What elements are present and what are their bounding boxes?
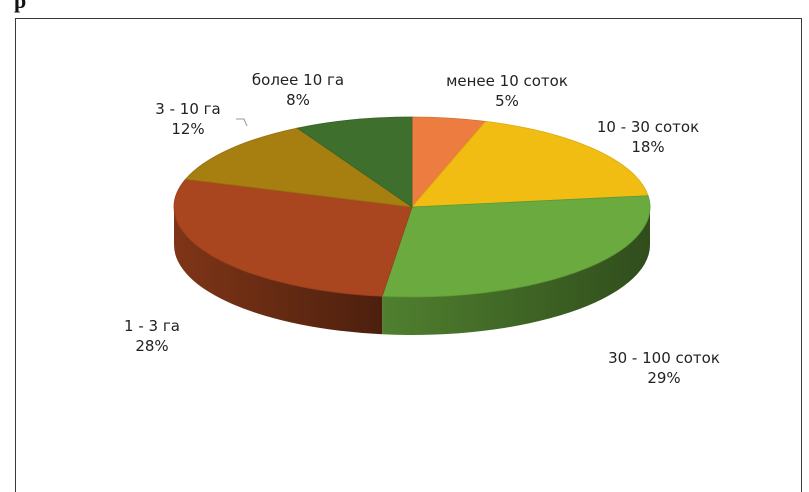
pie-slice-5 — [296, 116, 413, 208]
slice-value-4: 12% — [171, 120, 204, 138]
pie-slice-4 — [184, 127, 413, 208]
slice-value-3: 28% — [135, 337, 168, 355]
pie-slice-1 — [411, 120, 649, 208]
slice-label-1: 10 - 30 соток — [597, 118, 699, 136]
slice-value-1: 18% — [631, 138, 664, 156]
slice-label-5: более 10 га — [252, 71, 344, 89]
slice-value-5: 8% — [286, 91, 310, 109]
slice-label-4: 3 - 10 га — [155, 100, 220, 118]
pie-side-3 — [174, 207, 383, 335]
slice-value-2: 29% — [647, 369, 680, 387]
header-fragment: р — [14, 0, 27, 13]
pie-slice-3 — [173, 178, 413, 297]
pie-side-2 — [382, 207, 650, 335]
pie-slice-2 — [381, 195, 651, 298]
slice-label-3: 1 - 3 га — [124, 317, 180, 335]
leader-line — [236, 118, 248, 127]
slice-label-2: 30 - 100 соток — [608, 349, 720, 367]
slice-value-0: 5% — [495, 92, 519, 110]
slice-label-0: менее 10 соток — [446, 72, 568, 90]
